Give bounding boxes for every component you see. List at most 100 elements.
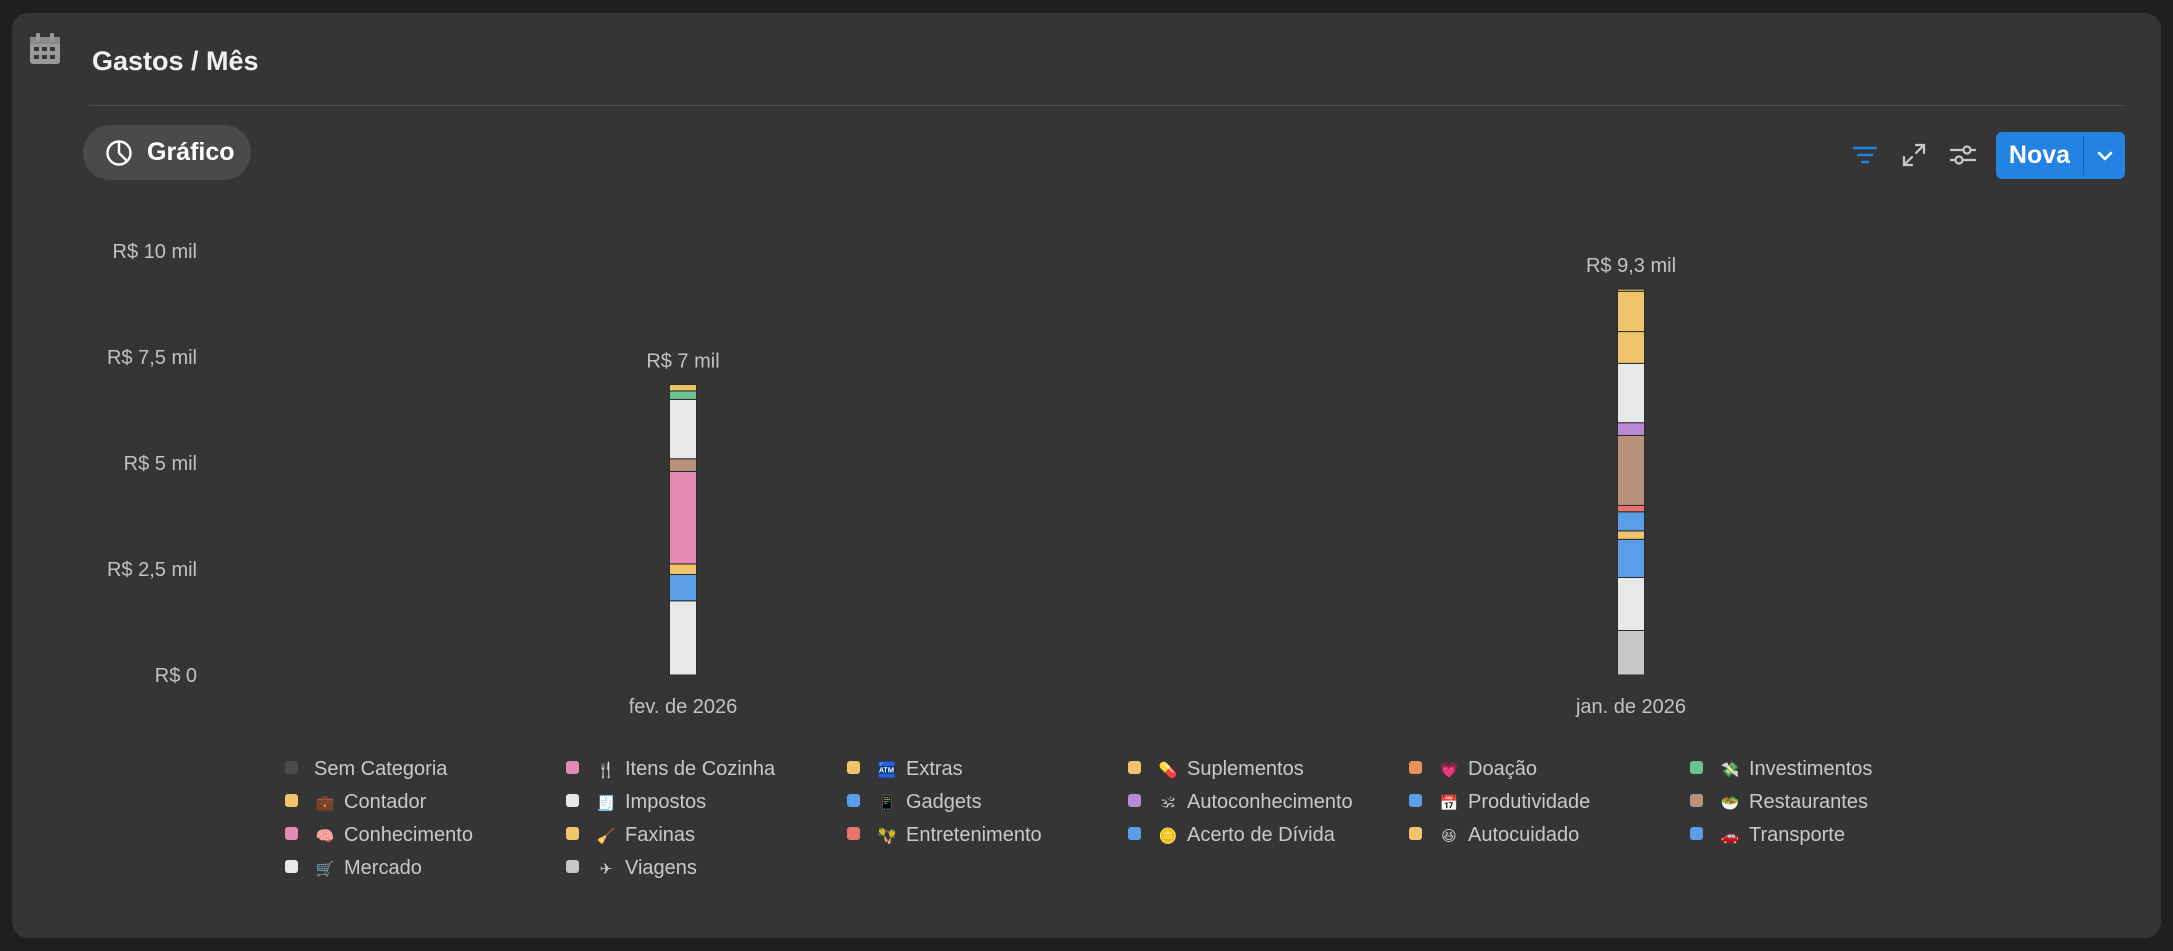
bar-segment	[669, 470, 697, 565]
legend-swatch	[1128, 827, 1141, 840]
legend-item: 🚗 Transporte	[1690, 823, 1971, 848]
bar-segment	[669, 458, 697, 472]
bar-total-label: R$ 9,3 mil	[1586, 255, 1676, 277]
legend-swatch	[285, 794, 298, 807]
legend-item: 💸 Investimentos	[1690, 757, 1971, 782]
legend-item: 💊 Suplementos	[1128, 757, 1409, 782]
y-tick-label: R$ 0	[155, 665, 197, 687]
bar-segment	[1617, 511, 1645, 532]
legend-label: Transporte	[1749, 824, 1845, 846]
legend-item: Sem Categoria	[285, 757, 566, 782]
legend-label: Sem Categoria	[314, 758, 448, 780]
legend-label: Restaurantes	[1749, 791, 1868, 813]
bar-segment	[1617, 629, 1645, 676]
legend-item: 🧠 Conhecimento	[285, 823, 566, 848]
y-tick-label: R$ 7,5 mil	[107, 347, 197, 369]
legend-item: 💗 Doação	[1409, 757, 1690, 782]
legend-label: Autoconhecimento	[1187, 791, 1353, 813]
maracas-icon: 🪇	[877, 827, 897, 845]
pill-icon: 💊	[1158, 761, 1178, 779]
legend-item: 📱 Gadgets	[847, 790, 1128, 815]
legend-swatch	[1128, 794, 1141, 807]
legend-label: Entretenimento	[906, 824, 1042, 846]
bar-segment	[1617, 434, 1645, 506]
new-button[interactable]: Nova	[2008, 141, 2071, 169]
bar-segment	[1617, 576, 1645, 631]
bar-segment	[1617, 290, 1645, 333]
tab-grafico[interactable]: Gráfico	[83, 125, 251, 180]
legend-item: 🍴 Itens de Cozinha	[566, 757, 847, 782]
stacked-bar-chart: R$ 0 R$ 2,5 mil R$ 5 mil R$ 7,5 mil R$ 10 mi…	[107, 241, 1686, 718]
legend-swatch	[566, 794, 579, 807]
new-dropdown-button[interactable]	[2084, 132, 2125, 179]
expand-icon[interactable]	[1899, 140, 1929, 170]
filter-icon[interactable]	[1850, 140, 1880, 170]
sliders-icon[interactable]	[1948, 140, 1978, 170]
briefcase-icon: 💼	[315, 794, 335, 812]
legend-swatch	[566, 761, 579, 774]
legend-label: Impostos	[625, 791, 707, 813]
pie-chart-icon	[106, 139, 132, 166]
bar-segment	[669, 563, 697, 576]
airplane-icon: ✈	[599, 860, 613, 878]
calendar-icon	[30, 33, 60, 64]
bar-segment	[669, 384, 697, 392]
money-wings-icon: 💸	[1720, 761, 1740, 779]
grin-icon: 😆	[1441, 827, 1457, 845]
legend-item: 🧹 Faxinas	[566, 823, 847, 848]
fork-knife-icon: 🍴	[596, 761, 616, 779]
legend-label: Contador	[344, 791, 427, 813]
bar-segment	[1617, 530, 1645, 540]
y-tick-label: R$ 5 mil	[124, 453, 197, 475]
broom-icon: 🧹	[596, 827, 616, 845]
receipt-icon: 🧾	[596, 794, 616, 812]
legend-swatch	[847, 761, 860, 774]
phone-icon: 📱	[877, 794, 897, 812]
legend-label: Acerto de Dívida	[1187, 824, 1335, 846]
legend-swatch	[1690, 794, 1703, 807]
legend-item: 📅 Produtividade	[1409, 790, 1690, 815]
calendar-icon: 📅	[1439, 794, 1459, 812]
legend-swatch	[1690, 827, 1703, 840]
cash-register-icon: 🏧	[877, 761, 897, 779]
legend-item: 😆 Autocuidado	[1409, 823, 1690, 848]
legend-item: 🪙 Acerto de Dívida	[1128, 823, 1409, 848]
legend-swatch	[1409, 761, 1422, 774]
legend-item: 🧾 Impostos	[566, 790, 847, 815]
legend-label: Mercado	[344, 857, 422, 879]
legend-swatch	[285, 761, 298, 774]
legend-swatch	[1128, 761, 1141, 774]
page-title: Gastos / Mês	[92, 46, 259, 76]
bar-segment	[669, 398, 697, 460]
header-divider	[89, 105, 2124, 106]
bar-segment	[669, 390, 697, 400]
legend-swatch	[566, 860, 579, 873]
legend-label: Extras	[906, 758, 963, 780]
legend-label: Faxinas	[625, 824, 696, 846]
legend-swatch	[1690, 761, 1703, 774]
new-button-group: Nova	[1996, 132, 2125, 179]
brain-icon: 🧠	[315, 827, 335, 845]
legend-swatch	[1409, 827, 1422, 840]
bar-segment	[1617, 331, 1645, 364]
legend-item: 🏧 Extras	[847, 757, 1128, 782]
x-tick-label: jan. de 2026	[1575, 696, 1686, 718]
bowl-icon: 🥗	[1720, 794, 1740, 812]
legend-item: ✈ Viagens	[566, 856, 847, 881]
bar-segment	[1617, 504, 1645, 513]
legend-item: 🥗 Restaurantes	[1690, 790, 1971, 815]
bar-segment	[1617, 422, 1645, 436]
legend-label: Investimentos	[1749, 758, 1873, 780]
legend-swatch	[847, 827, 860, 840]
legend-swatch	[847, 794, 860, 807]
legend-swatch	[285, 860, 298, 873]
coin-icon: 🪙	[1158, 827, 1178, 845]
legend-swatch	[1409, 794, 1422, 807]
y-tick-label: R$ 10 mil	[113, 241, 197, 263]
bar-total-label: R$ 7 mil	[646, 351, 719, 373]
om-icon: 🕉	[1161, 794, 1175, 811]
x-tick-label: fev. de 2026	[629, 696, 738, 718]
legend-swatch	[566, 827, 579, 840]
legend-item: 🛒 Mercado	[285, 856, 566, 881]
legend-swatch	[285, 827, 298, 840]
